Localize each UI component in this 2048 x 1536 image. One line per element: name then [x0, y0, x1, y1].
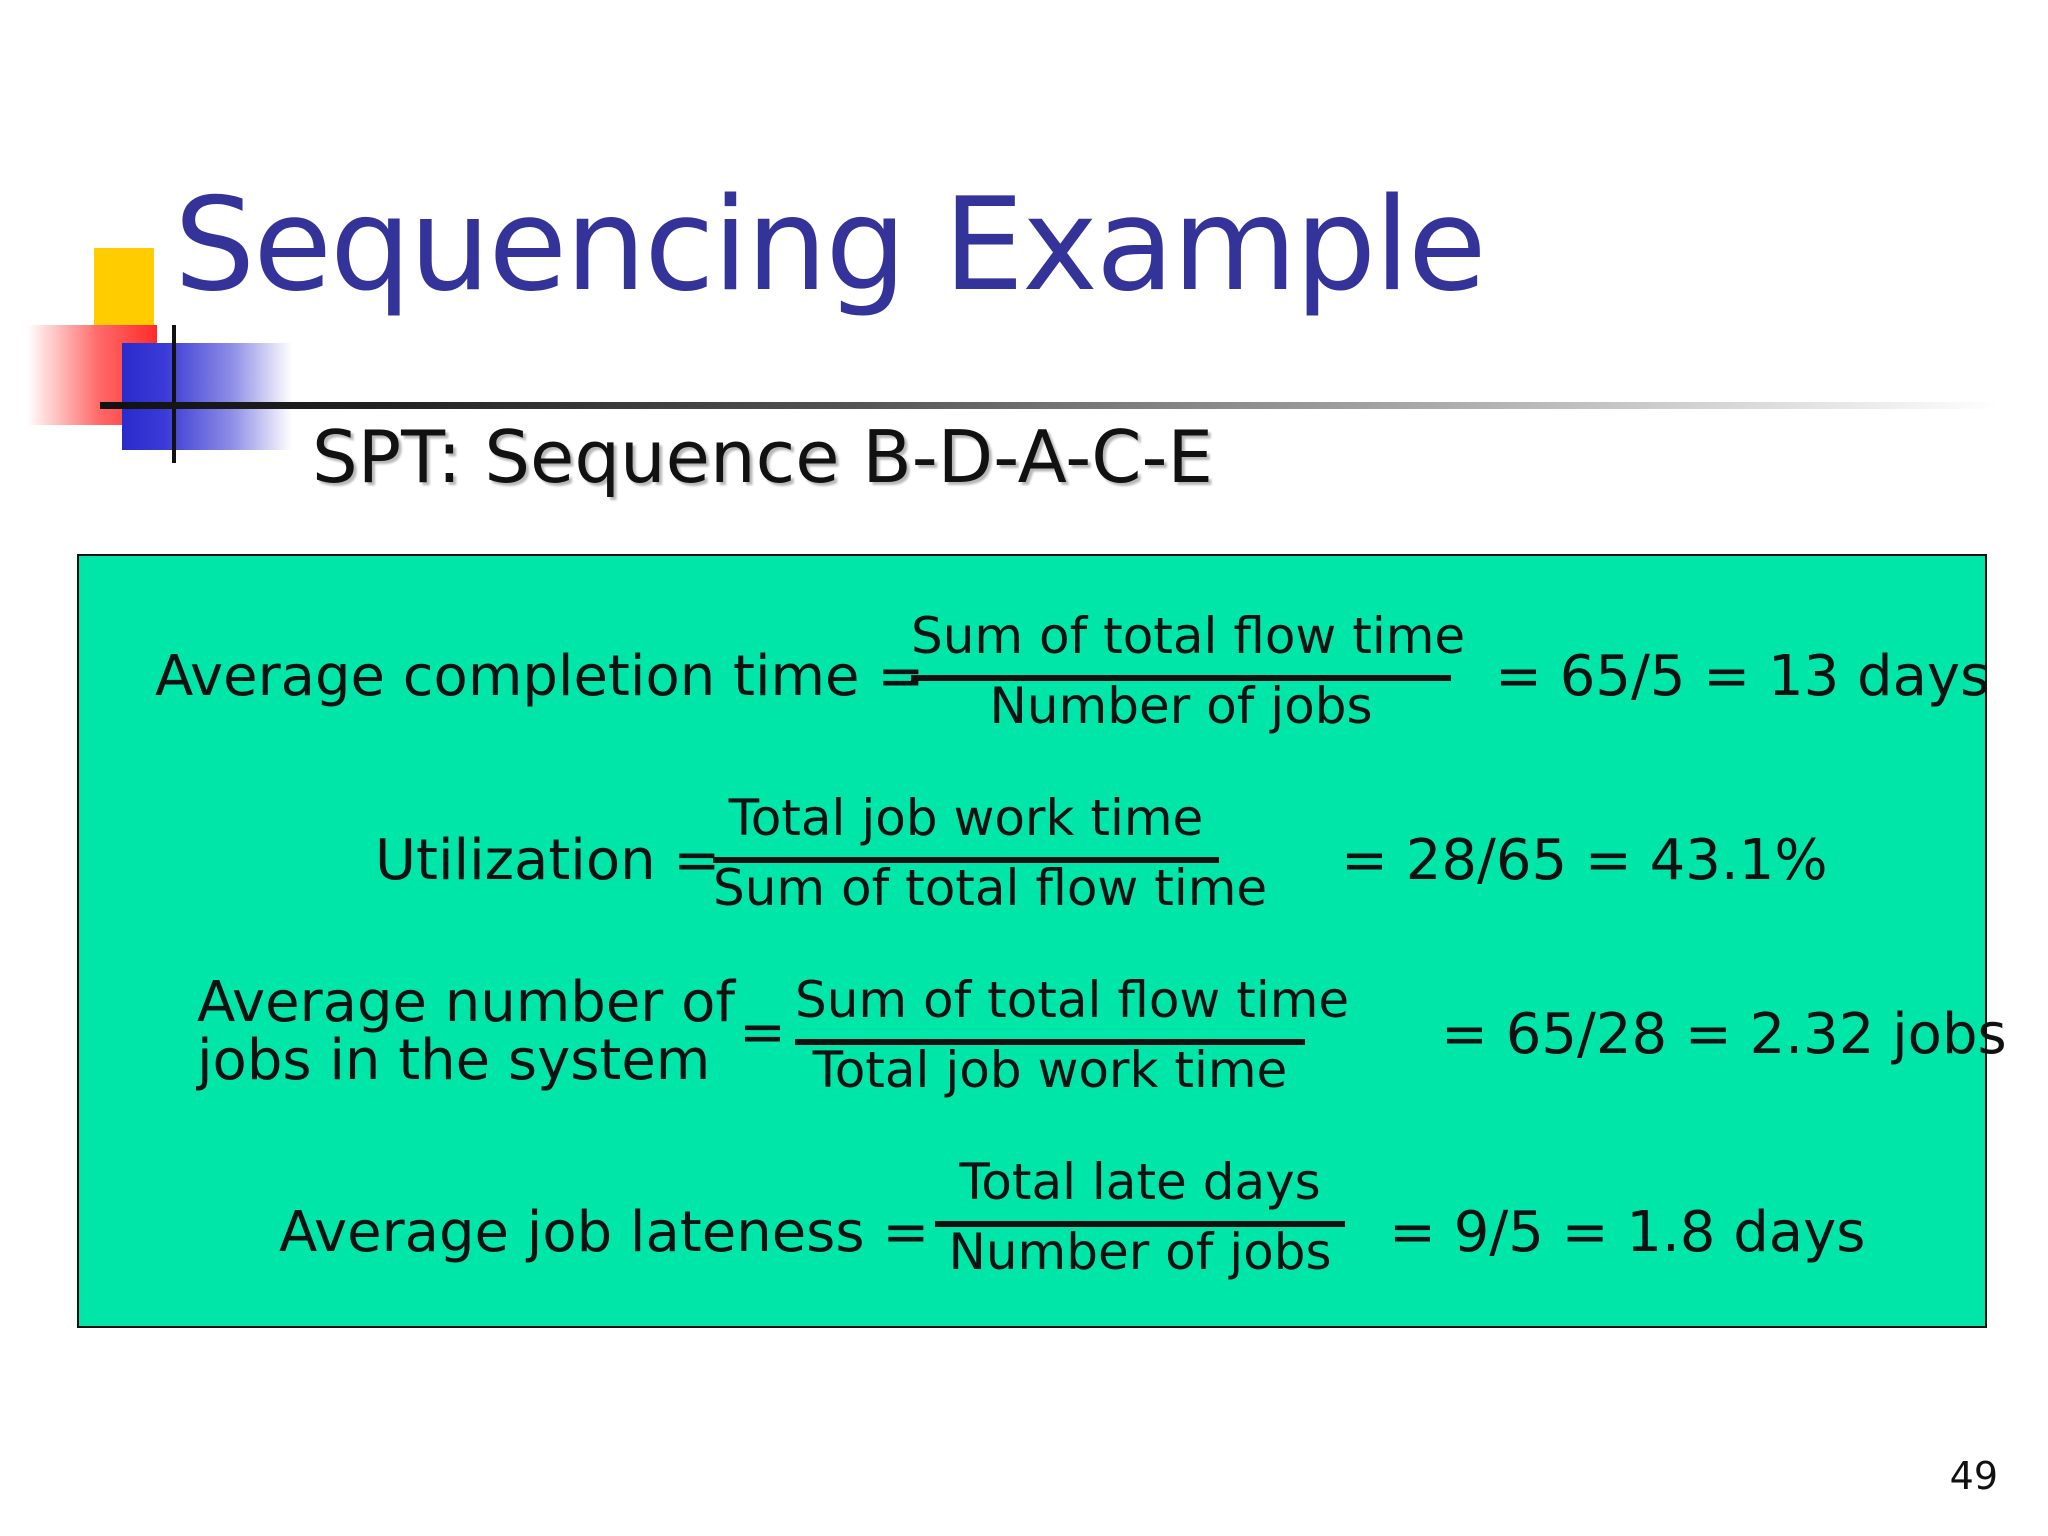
fraction-bar	[911, 675, 1451, 681]
formula-label-average-completion-time: Average completion time =	[155, 644, 925, 709]
formula-denominator: Number of jobs	[989, 677, 1373, 735]
formula-denominator: Total job work time	[812, 1041, 1288, 1099]
page-number: 49	[1949, 1454, 1998, 1498]
formula-numerator: Sum of total flow time	[911, 607, 1466, 665]
logo-blue-square	[122, 343, 292, 450]
fraction-bar	[935, 1221, 1345, 1227]
formula-equals-sign: =	[739, 1000, 786, 1065]
fraction-bar	[795, 1039, 1305, 1045]
formula-label-average-number-of-jobs-line1: Average number of	[197, 970, 736, 1035]
formula-label-average-job-lateness: Average job lateness =	[279, 1200, 930, 1265]
formula-panel: Average completion time = Sum of total f…	[77, 554, 2007, 1328]
formula-result: = 65/28 = 2.32 jobs	[1441, 1002, 2007, 1067]
formula-label-average-number-of-jobs-line2: jobs in the system	[197, 1028, 711, 1093]
formula-label-utilization: Utilization =	[375, 828, 721, 893]
formula-result: = 65/5 = 13 days	[1495, 644, 1990, 709]
formula-denominator: Sum of total flow time	[713, 859, 1268, 917]
fraction-bar	[713, 857, 1219, 863]
formula-numerator: Sum of total flow time	[795, 971, 1350, 1029]
formula-numerator: Total late days	[959, 1153, 1321, 1211]
title-underline-divider	[100, 402, 2000, 409]
formula-result: = 28/65 = 43.1%	[1341, 828, 1828, 893]
logo-vertical-line	[172, 325, 176, 463]
formula-result: = 9/5 = 1.8 days	[1389, 1200, 1866, 1265]
formula-numerator: Total job work time	[728, 789, 1204, 847]
slide-title: Sequencing Example	[174, 171, 1487, 320]
formula-denominator: Number of jobs	[948, 1223, 1332, 1281]
slide-subtitle: SPT: Sequence B-D-A-C-E	[312, 415, 1213, 499]
logo-yellow-square	[94, 248, 154, 333]
